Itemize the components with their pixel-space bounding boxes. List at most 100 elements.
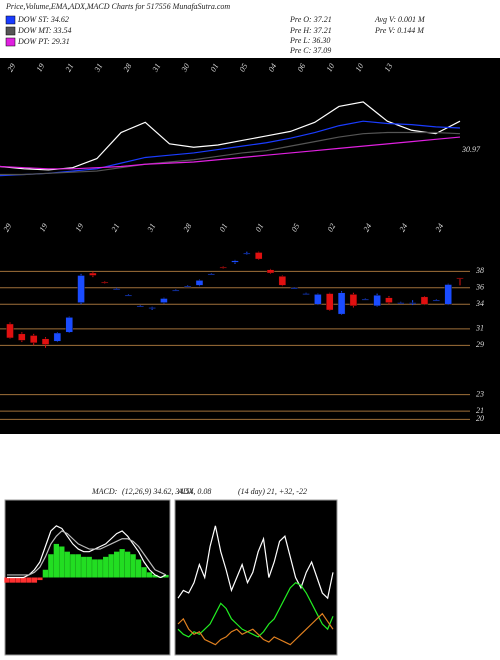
series-line	[7, 530, 167, 576]
histogram-bar	[103, 556, 109, 578]
histogram-bar	[70, 554, 76, 578]
date-label: 24	[362, 222, 374, 233]
candle-body	[397, 302, 405, 304]
series-line	[7, 525, 167, 579]
date-label: 06	[296, 62, 308, 73]
panel-title: ADX	[177, 487, 195, 496]
histogram-bar	[15, 577, 21, 583]
date-label: 01	[218, 222, 230, 233]
date-label: 01	[209, 62, 221, 73]
candle-body	[53, 332, 62, 342]
histogram-bar	[26, 577, 32, 583]
candle-body	[408, 302, 417, 304]
date-label: 28	[122, 62, 134, 73]
level-label: 36	[475, 283, 484, 292]
panel-subtitle: (12,26,9) 34.62, 34.54, 0.08	[122, 487, 211, 496]
candle-body	[160, 298, 168, 303]
date-label: 10	[354, 62, 366, 73]
series-line	[0, 101, 461, 171]
candle-body	[172, 290, 180, 292]
histogram-bar	[48, 554, 54, 578]
date-label: 01	[254, 222, 266, 233]
series-line	[0, 131, 461, 176]
date-label: 05	[290, 222, 302, 233]
date-label: 10	[325, 62, 337, 73]
level-label: 21	[476, 406, 484, 415]
histogram-bar	[119, 549, 125, 578]
histogram-bar	[163, 574, 169, 578]
level-label: 23	[476, 389, 484, 398]
date-label: 24	[398, 222, 410, 233]
candle-body	[18, 333, 26, 341]
candle-body	[195, 280, 204, 286]
stat: Pre H: 37.21	[289, 26, 332, 35]
date-label: 31	[150, 62, 162, 74]
candle-body	[183, 285, 192, 288]
level-label: 31	[475, 324, 484, 333]
candle-body	[124, 295, 133, 297]
candle-body	[290, 287, 298, 290]
date-label: 30	[179, 62, 191, 74]
date-label: 31	[92, 62, 104, 74]
level-label: 29	[476, 340, 484, 349]
candle-body	[136, 305, 144, 308]
candle-body	[29, 335, 38, 344]
panel-title: MACD:	[91, 487, 118, 496]
candle-body	[77, 275, 85, 303]
histogram-bar	[124, 551, 131, 578]
date-label: 29	[2, 222, 14, 233]
series-line	[0, 136, 461, 170]
stat: Pre C: 37.09	[289, 46, 331, 55]
candle-body	[302, 293, 310, 295]
stat: Avg V: 0.001 M	[374, 15, 426, 24]
candle-body	[254, 252, 263, 260]
page-title: Price,Volume,EMA,ADX,MACD Charts for 517…	[5, 2, 230, 11]
candle-body	[148, 307, 156, 309]
histogram-bar	[9, 577, 16, 583]
date-label: 24	[434, 222, 446, 233]
candle-body	[101, 281, 109, 284]
date-label: 05	[238, 62, 250, 73]
candle-body	[349, 294, 358, 307]
legend-swatch	[5, 15, 16, 25]
histogram-bar	[64, 551, 70, 578]
histogram-bar	[37, 577, 43, 581]
candle-body	[231, 260, 239, 263]
stat: Pre V: 0.144 M	[374, 26, 425, 35]
level-label: 38	[475, 266, 484, 275]
candle-body	[444, 284, 452, 305]
series-line	[177, 525, 334, 600]
candle-body	[385, 297, 393, 303]
candle-body	[266, 269, 275, 274]
histogram-bar	[141, 567, 147, 578]
candle-body	[41, 338, 50, 345]
histogram-bar	[97, 559, 103, 578]
candle-body	[337, 292, 346, 315]
candle-body	[326, 293, 334, 311]
level-label: 20	[476, 414, 484, 423]
date-label: 04	[267, 62, 279, 73]
histogram-bar	[152, 574, 158, 578]
histogram-bar	[135, 559, 142, 578]
series-line	[0, 120, 461, 177]
histogram-bar	[42, 569, 49, 578]
adx-background	[174, 499, 338, 656]
histogram-bar	[59, 546, 65, 578]
histogram-bar	[86, 556, 92, 578]
candle-body	[207, 273, 216, 276]
histogram-bar	[108, 554, 114, 578]
date-label: 19	[38, 222, 50, 233]
candle-body	[219, 267, 227, 269]
candle-body	[278, 276, 287, 286]
chart-background	[0, 58, 500, 434]
date-label: 02	[326, 222, 338, 233]
histogram-bar	[31, 577, 38, 583]
candle-body	[314, 294, 322, 305]
candle-body	[6, 323, 14, 339]
date-label: 29	[6, 62, 18, 73]
date-label: 13	[383, 62, 395, 73]
date-label: 21	[64, 62, 76, 73]
histogram-bar	[146, 572, 153, 578]
candle-body	[243, 253, 251, 255]
candle-body	[89, 272, 97, 276]
